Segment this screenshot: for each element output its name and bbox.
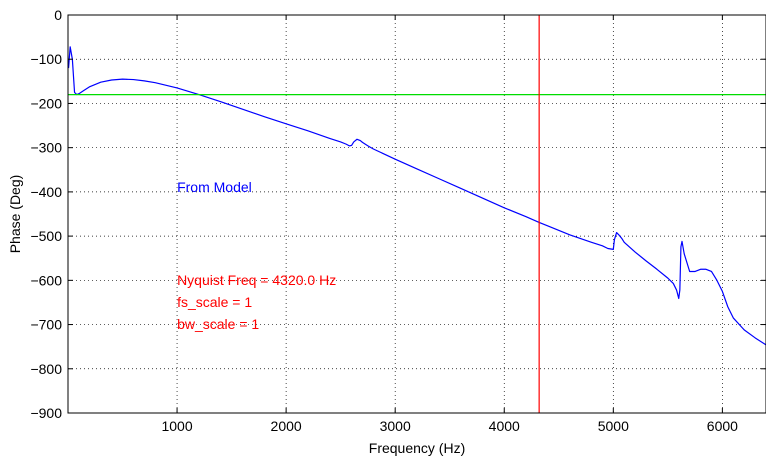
series-layer	[68, 46, 766, 346]
y-tick-label: −200	[30, 95, 62, 111]
x-tick-label: 1000	[161, 418, 192, 434]
x-tick-label: 3000	[380, 418, 411, 434]
y-tick-label: −800	[30, 361, 62, 377]
y-tick-label: 0	[54, 7, 62, 23]
grid-layer	[68, 15, 766, 413]
annotation-text: bw_scale = 1	[177, 316, 259, 332]
x-tick-label: 2000	[271, 418, 302, 434]
y-tick-label: −700	[30, 317, 62, 333]
y-tick-label: −600	[30, 272, 62, 288]
y-axis-label: Phase (Deg)	[7, 175, 23, 254]
tick-layer: 1000 2000 3000 4000 5000 6000 0 −100 −200 −300 −40…	[30, 7, 766, 434]
annotation-layer: From Model Nyquist Freq = 4320.0 Hz fs_sca…	[177, 179, 336, 332]
plot-frame	[67, 14, 766, 414]
annotation-text: fs_scale = 1	[177, 294, 252, 310]
phase-series-line	[68, 46, 766, 346]
x-tick-label: 4000	[489, 418, 520, 434]
y-tick-label: −100	[30, 51, 62, 67]
y-tick-label: −500	[30, 228, 62, 244]
annotation-text: Nyquist Freq = 4320.0 Hz	[177, 272, 336, 288]
x-axis-label: Frequency (Hz)	[369, 440, 465, 456]
y-tick-label: −400	[30, 184, 62, 200]
x-tick-label: 5000	[598, 418, 629, 434]
annotation-text: From Model	[177, 179, 252, 195]
y-tick-label: −900	[30, 405, 62, 421]
y-tick-label: −300	[30, 140, 62, 156]
x-tick-label: 6000	[707, 418, 738, 434]
